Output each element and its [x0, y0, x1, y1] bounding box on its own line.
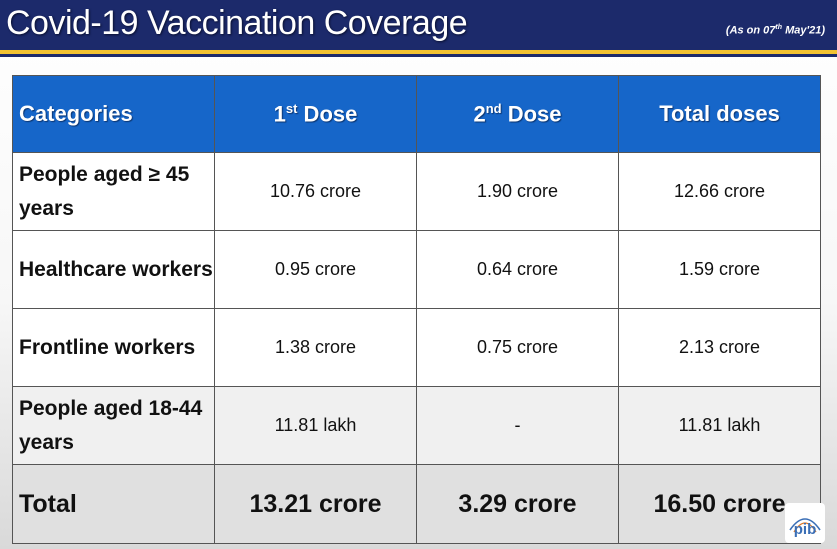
second-dose-label: Dose — [501, 101, 562, 127]
second-dose-superscript: nd — [485, 100, 502, 116]
row-total-doses: 11.81 lakh — [618, 386, 821, 465]
header-bar: Covid-19 Vaccination Coverage (As on 07t… — [0, 0, 837, 50]
row-total-doses: 2.13 crore — [618, 308, 821, 387]
row-second-dose: 0.75 crore — [416, 308, 619, 387]
total-first-dose: 13.21 crore — [214, 464, 417, 544]
row-second-dose: - — [416, 386, 619, 465]
row-category: People aged 18-44 years — [12, 386, 215, 465]
row-first-dose: 11.81 lakh — [214, 386, 417, 465]
table-header-row: Categories 1st Dose 2nd Dose Total doses — [12, 75, 821, 153]
date-superscript: th — [775, 24, 783, 31]
first-dose-superscript: st — [285, 100, 298, 116]
table-row: People aged ≥ 45 years 10.76 crore 1.90 … — [12, 152, 821, 231]
date-prefix: (As on 07 — [725, 24, 776, 37]
row-total-doses: 1.59 crore — [618, 230, 821, 309]
date-note: (As on 07th May'21) — [726, 24, 825, 37]
page-title: Covid-19 Vaccination Coverage — [6, 4, 468, 42]
header-second-dose: 2nd Dose — [416, 75, 619, 153]
row-total-doses: 12.66 crore — [618, 152, 821, 231]
row-second-dose: 0.64 crore — [416, 230, 619, 309]
row-second-dose: 1.90 crore — [416, 152, 619, 231]
header-yellow-stripe — [0, 50, 837, 54]
total-category: Total — [12, 464, 215, 544]
header-blue-stripe — [0, 54, 837, 57]
table-total-row: Total 13.21 crore 3.29 crore 16.50 crore — [12, 464, 821, 544]
vaccination-table: Categories 1st Dose 2nd Dose Total doses… — [12, 75, 821, 544]
first-dose-number: 1 — [273, 101, 286, 127]
row-category: People aged ≥ 45 years — [12, 152, 215, 231]
pib-logo-graphic: pib — [789, 518, 821, 538]
row-category: Healthcare workers — [12, 230, 215, 309]
row-first-dose: 1.38 crore — [214, 308, 417, 387]
row-category: Frontline workers — [12, 308, 215, 387]
header-first-dose: 1st Dose — [214, 75, 417, 153]
pib-logo: pib — [785, 503, 825, 543]
table-row: Frontline workers 1.38 crore 0.75 crore … — [12, 308, 821, 387]
row-first-dose: 10.76 crore — [214, 152, 417, 231]
svg-text:pib: pib — [794, 521, 817, 538]
table-row: Healthcare workers 0.95 crore 0.64 crore… — [12, 230, 821, 309]
total-second-dose: 3.29 crore — [416, 464, 619, 544]
row-first-dose: 0.95 crore — [214, 230, 417, 309]
second-dose-number: 2 — [473, 101, 486, 127]
date-suffix: May'21) — [782, 24, 825, 37]
first-dose-label: Dose — [297, 101, 358, 127]
header-categories: Categories — [12, 75, 215, 153]
table-row: People aged 18-44 years 11.81 lakh - 11.… — [12, 386, 821, 465]
header-total-doses: Total doses — [618, 75, 821, 153]
